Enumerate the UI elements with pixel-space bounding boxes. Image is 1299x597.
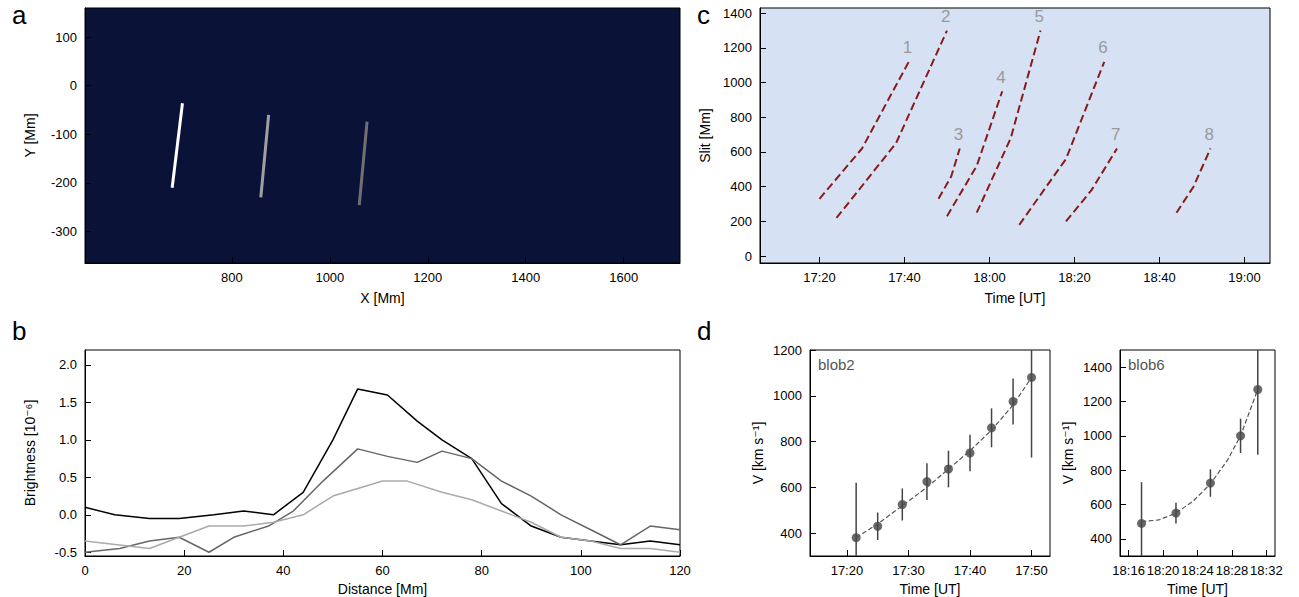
- svg-text:400: 400: [780, 526, 802, 541]
- svg-text:18:16: 18:16: [1112, 563, 1145, 578]
- svg-text:1: 1: [903, 38, 912, 57]
- svg-text:17:40: 17:40: [888, 270, 921, 285]
- svg-text:400: 400: [730, 179, 752, 194]
- svg-text:400: 400: [1090, 531, 1112, 546]
- svg-text:20: 20: [177, 563, 191, 578]
- svg-text:17:50: 17:50: [1015, 563, 1048, 578]
- svg-text:2.0: 2.0: [59, 357, 77, 372]
- svg-text:Time [UT]: Time [UT]: [1167, 581, 1228, 597]
- svg-text:1200: 1200: [773, 343, 802, 358]
- svg-text:c: c: [697, 0, 710, 30]
- svg-text:X [Mm]: X [Mm]: [360, 290, 404, 306]
- svg-text:200: 200: [730, 214, 752, 229]
- svg-text:800: 800: [780, 434, 802, 449]
- svg-text:blob6: blob6: [1128, 356, 1165, 373]
- svg-text:7: 7: [1111, 125, 1120, 144]
- svg-text:19:00: 19:00: [1228, 270, 1261, 285]
- svg-text:800: 800: [1090, 463, 1112, 478]
- svg-text:1200: 1200: [723, 40, 752, 55]
- svg-text:0.5: 0.5: [59, 470, 77, 485]
- svg-text:2: 2: [941, 7, 950, 26]
- svg-text:1400: 1400: [1083, 360, 1112, 375]
- svg-text:1600: 1600: [609, 270, 638, 285]
- svg-text:-0.5: -0.5: [55, 545, 77, 560]
- svg-text:17:40: 17:40: [954, 563, 987, 578]
- svg-text:800: 800: [221, 270, 243, 285]
- svg-text:18:28: 18:28: [1216, 563, 1249, 578]
- svg-text:18:20: 18:20: [1147, 563, 1180, 578]
- svg-text:-300: -300: [51, 224, 77, 239]
- svg-text:1.0: 1.0: [59, 432, 77, 447]
- svg-text:1200: 1200: [1083, 394, 1112, 409]
- svg-text:18:00: 18:00: [973, 270, 1006, 285]
- svg-text:40: 40: [276, 563, 290, 578]
- svg-text:18:24: 18:24: [1181, 563, 1214, 578]
- svg-text:Brightness [10⁻⁶]: Brightness [10⁻⁶]: [22, 400, 38, 507]
- svg-text:800: 800: [730, 110, 752, 125]
- svg-text:d: d: [697, 316, 711, 346]
- svg-text:100: 100: [55, 30, 77, 45]
- svg-text:1000: 1000: [723, 75, 752, 90]
- svg-text:18:40: 18:40: [1143, 270, 1176, 285]
- svg-text:1400: 1400: [511, 270, 540, 285]
- svg-text:600: 600: [1090, 497, 1112, 512]
- svg-text:80: 80: [474, 563, 488, 578]
- svg-text:-100: -100: [51, 127, 77, 142]
- svg-text:8: 8: [1205, 125, 1214, 144]
- svg-text:0.0: 0.0: [59, 507, 77, 522]
- svg-text:6: 6: [1098, 38, 1107, 57]
- svg-text:1400: 1400: [723, 6, 752, 21]
- svg-text:3: 3: [954, 125, 963, 144]
- svg-text:blob2: blob2: [818, 356, 855, 373]
- svg-text:600: 600: [780, 480, 802, 495]
- svg-text:1000: 1000: [773, 388, 802, 403]
- svg-text:V [km s⁻¹]: V [km s⁻¹]: [1060, 422, 1076, 485]
- svg-text:b: b: [12, 316, 26, 346]
- svg-text:4: 4: [996, 68, 1005, 87]
- svg-text:0: 0: [745, 249, 752, 264]
- svg-text:0: 0: [70, 78, 77, 93]
- svg-text:17:30: 17:30: [892, 563, 925, 578]
- svg-text:Slit [Mm]: Slit [Mm]: [697, 108, 713, 162]
- svg-text:17:20: 17:20: [831, 563, 864, 578]
- svg-text:18:20: 18:20: [1058, 270, 1091, 285]
- svg-text:Time [UT]: Time [UT]: [900, 581, 961, 597]
- svg-text:Time [UT]: Time [UT]: [985, 290, 1046, 306]
- svg-text:Y [Mm]: Y [Mm]: [22, 113, 38, 157]
- svg-text:60: 60: [375, 563, 389, 578]
- svg-text:1.5: 1.5: [59, 395, 77, 410]
- svg-text:Distance [Mm]: Distance [Mm]: [338, 581, 427, 597]
- svg-text:100: 100: [570, 563, 592, 578]
- svg-text:600: 600: [730, 144, 752, 159]
- svg-text:-200: -200: [51, 175, 77, 190]
- svg-text:V [km s⁻¹]: V [km s⁻¹]: [750, 422, 766, 485]
- svg-text:1000: 1000: [1083, 428, 1112, 443]
- svg-text:0: 0: [81, 563, 88, 578]
- svg-text:120: 120: [669, 563, 691, 578]
- svg-text:1200: 1200: [413, 270, 442, 285]
- svg-text:1000: 1000: [315, 270, 344, 285]
- svg-text:17:20: 17:20: [803, 270, 836, 285]
- svg-text:a: a: [12, 0, 27, 30]
- svg-text:18:32: 18:32: [1250, 563, 1283, 578]
- svg-text:5: 5: [1035, 7, 1044, 26]
